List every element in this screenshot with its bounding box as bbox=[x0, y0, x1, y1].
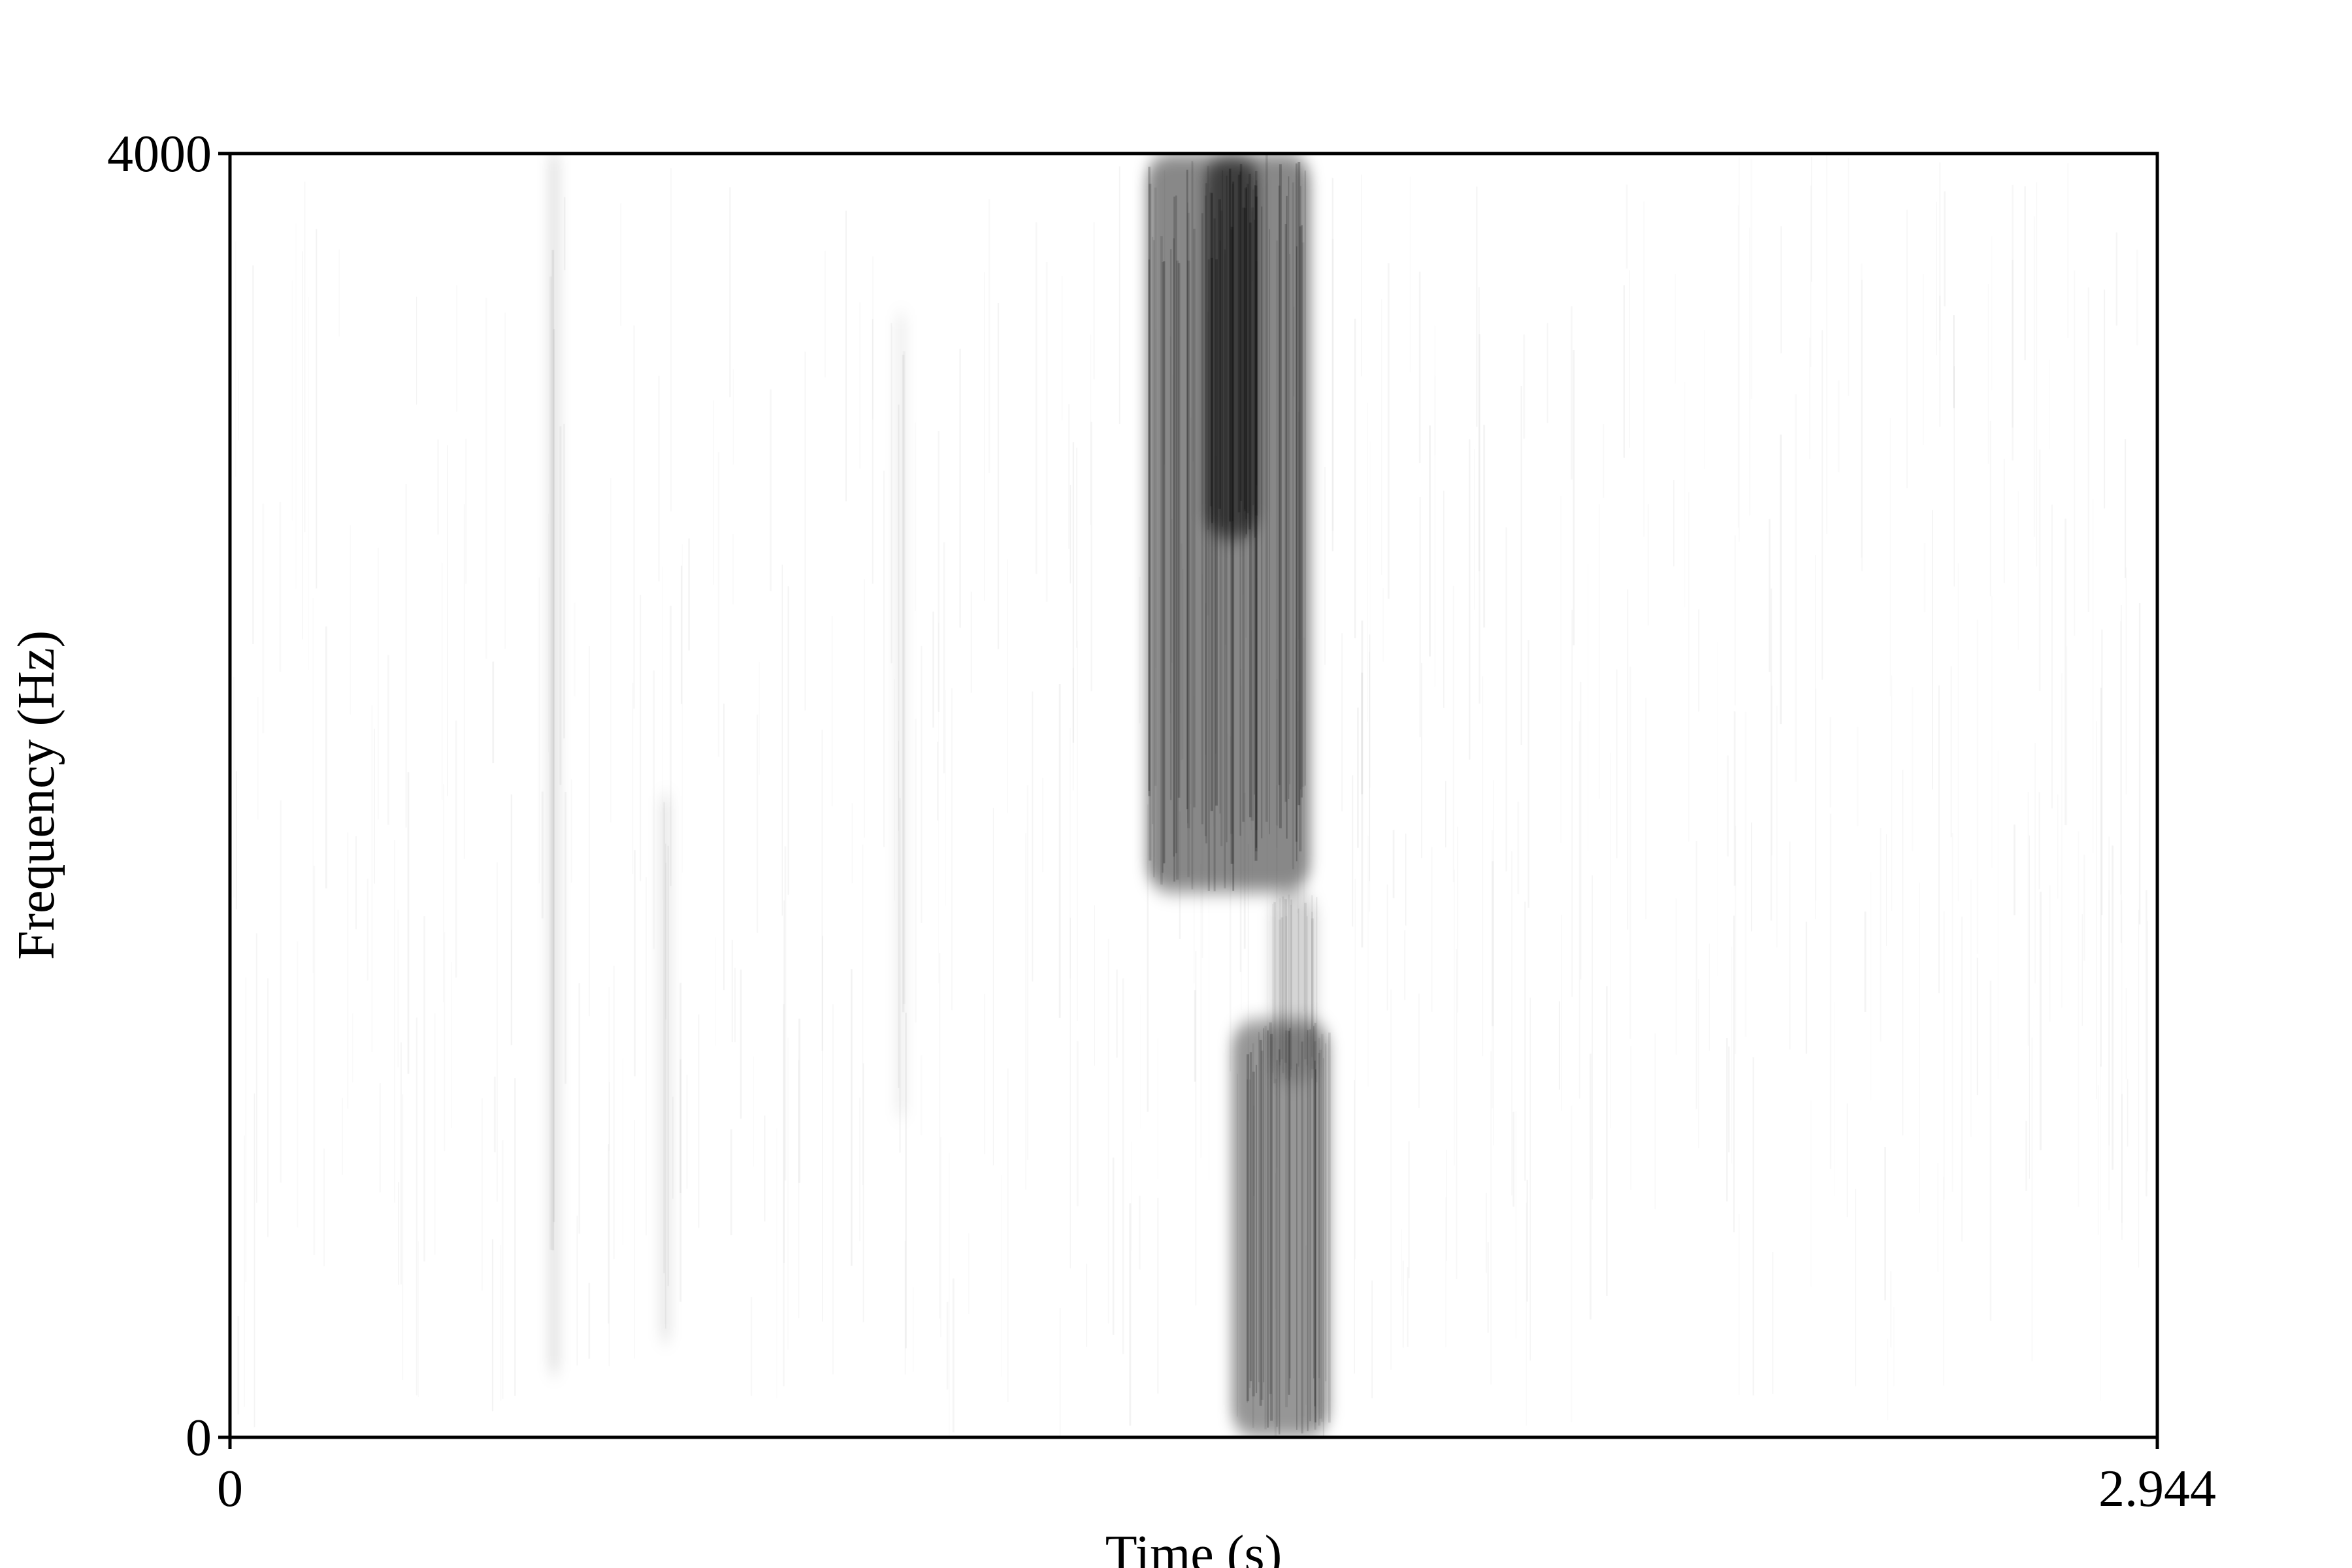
energy-region bbox=[898, 314, 905, 1117]
y-axis-label: Frequency (Hz) bbox=[8, 630, 65, 960]
energy-region bbox=[1271, 891, 1317, 1085]
y-axis: 4000 0 Frequency (Hz) bbox=[8, 125, 230, 1467]
vertical-striations bbox=[551, 154, 1331, 1437]
energy-region bbox=[551, 154, 557, 1373]
energy-regions bbox=[551, 154, 1330, 1437]
y-tick-label-min: 0 bbox=[186, 1409, 212, 1467]
y-tick-label-max: 4000 bbox=[107, 125, 212, 183]
energy-region bbox=[662, 795, 669, 1341]
energy-region bbox=[1205, 154, 1258, 539]
energy-region bbox=[1232, 1020, 1330, 1437]
x-tick-label-min: 0 bbox=[217, 1460, 243, 1518]
x-tick-label-max: 2.944 bbox=[2099, 1460, 2216, 1518]
plot-frame bbox=[228, 152, 2159, 1439]
x-axis-label: Time (s) bbox=[1105, 1526, 1282, 1568]
x-axis: 0 2.944 Time (s) bbox=[217, 1437, 2216, 1568]
